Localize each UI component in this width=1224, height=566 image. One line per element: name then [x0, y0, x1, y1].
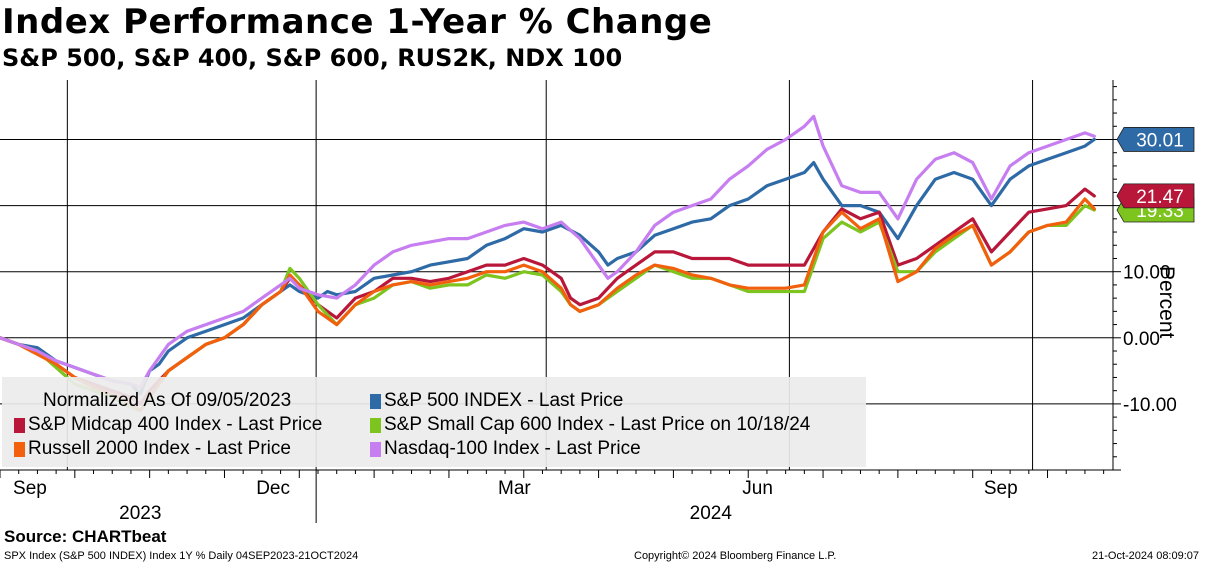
badge-label-1: 21.47: [1136, 187, 1184, 208]
x-tick-label-3: Jun: [742, 478, 773, 499]
footer-timestamp: 21-Oct-2024 08:09:07: [1092, 550, 1200, 562]
year-label-0: 2023: [119, 503, 161, 524]
legend-item-nasdaq[interactable]: Nasdaq-100 Index - Last Price: [370, 438, 641, 460]
x-tick-label-1: Dec: [256, 478, 290, 499]
legend-swatch-spx: [370, 393, 381, 409]
year-label-1: 2024: [690, 503, 733, 524]
legend-swatch-smallcap: [370, 417, 381, 433]
legend-swatch-nasdaq: [370, 441, 381, 457]
legend-item-midcap[interactable]: S&P Midcap 400 Index - Last Price: [14, 414, 322, 436]
legend-swatch-russell: [14, 441, 25, 457]
y-tick-label-2: -10.00: [1123, 395, 1177, 416]
x-axis: Sep Dec Mar Jun Sep 2023 2024: [0, 469, 1113, 524]
grid-lines: [0, 80, 1113, 470]
source-note: Source: CHARTbeat: [4, 527, 167, 546]
chart-title: Index Performance 1-Year % Change: [2, 2, 713, 42]
series-lines: [0, 114, 1096, 413]
legend-label-smallcap: S&P Small Cap 600 Index - Last Price on …: [384, 414, 811, 435]
y-tick-label-1: 0.00: [1123, 329, 1160, 350]
legend-note: Normalized As Of 09/05/2023: [43, 390, 291, 412]
y-axis-label: Percent: [1155, 266, 1178, 339]
x-tick-label-0: Sep: [13, 478, 47, 499]
series-line-1: [0, 187, 1096, 406]
right-axis: 10.00 0.00 -10.00: [1112, 80, 1177, 471]
legend-item-spx[interactable]: S&P 500 INDEX - Last Price: [370, 390, 623, 412]
badge-shape-1: [1116, 183, 1195, 209]
legend-label-nasdaq: Nasdaq-100 Index - Last Price: [384, 438, 641, 459]
legend-item-russell[interactable]: Russell 2000 Index - Last Price: [14, 438, 291, 460]
legend-swatch-midcap: [14, 417, 25, 433]
legend-label-spx: S&P 500 INDEX - Last Price: [384, 390, 624, 411]
chart-subtitle: S&P 500, S&P 400, S&P 600, RUS2K, NDX 10…: [2, 44, 623, 72]
legend-label-russell: Russell 2000 Index - Last Price: [28, 438, 291, 459]
series-line-0: [0, 137, 1096, 396]
y-tick-label-0: 10.00: [1123, 263, 1171, 284]
badge-shape-0: [1116, 127, 1195, 152]
legend-label-midcap: S&P Midcap 400 Index - Last Price: [28, 414, 323, 435]
footer-copyright: Copyright© 2024 Bloomberg Finance L.P.: [634, 550, 837, 562]
x-tick-label-4: Sep: [984, 478, 1018, 499]
legend-item-smallcap[interactable]: S&P Small Cap 600 Index - Last Price on …: [370, 414, 810, 436]
series-line-4: [0, 114, 1096, 389]
badge-label-0: 30.01: [1136, 130, 1184, 151]
x-tick-label-2: Mar: [498, 478, 531, 499]
legend-note-text: Normalized As Of 09/05/2023: [43, 390, 292, 411]
series-line-3: [0, 197, 1096, 413]
footer-ticker-info: SPX Index (S&P 500 INDEX) Index 1Y % Dai…: [4, 550, 359, 562]
legend: Normalized As Of 09/05/2023 S&P 500 INDE…: [2, 377, 866, 467]
